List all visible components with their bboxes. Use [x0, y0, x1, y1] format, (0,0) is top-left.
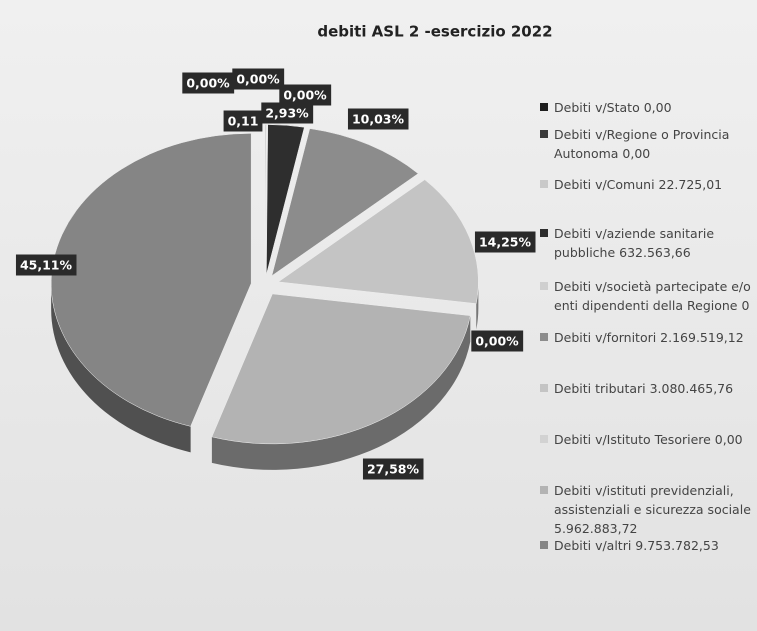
- legend-marker: [540, 333, 548, 341]
- slice: [264, 124, 267, 275]
- legend-marker: [540, 130, 548, 138]
- data-label-text: 0,00%: [236, 72, 280, 87]
- data-label: 2,93%: [261, 102, 314, 124]
- data-label-box: [15, 254, 77, 276]
- data-label-box: [474, 231, 536, 253]
- legend-label: Debiti v/fornitori 2.169.519,12: [554, 330, 744, 345]
- legend-label: Debiti v/Regione o Provincia Autonoma 0,…: [554, 127, 730, 161]
- data-label-box: [232, 68, 285, 90]
- data-label-box: [471, 330, 524, 352]
- slice: [271, 128, 419, 277]
- legend-entry: Debiti v/istituti previdenziali, assiste…: [540, 481, 757, 538]
- data-label: 10,03%: [347, 108, 409, 130]
- data-label: 0,00%: [232, 68, 285, 90]
- data-label-text: 2,93%: [265, 106, 309, 121]
- data-label-text: 10,03%: [352, 112, 405, 127]
- legend-entry: Debiti v/Stato 0,00: [540, 98, 757, 117]
- data-label: 14,25%: [474, 231, 536, 253]
- slice-side: [51, 283, 191, 453]
- data-label-box: [261, 102, 314, 124]
- chart-title: debiti ASL 2 -esercizio 2022: [317, 23, 552, 41]
- legend-marker: [540, 229, 548, 237]
- data-label: 45,11%: [15, 254, 77, 276]
- legend-entry: Debiti v/Regione o Provincia Autonoma 0,…: [540, 125, 757, 163]
- legend-entry: Debiti v/società partecipate e/o enti di…: [540, 277, 757, 315]
- legend-label: Debiti v/istituti previdenziali, assiste…: [554, 483, 751, 536]
- data-label-text: 0,00%: [283, 88, 327, 103]
- data-label: 0,00%: [182, 72, 235, 94]
- legend-label: Debiti v/società partecipate e/o enti di…: [554, 279, 751, 313]
- legend-label: Debiti v/Stato 0,00: [554, 100, 672, 115]
- data-label: 0,11: [223, 110, 263, 132]
- data-label-text: 14,25%: [479, 235, 532, 250]
- legend-entry: Debiti v/aziende sanitarie pubbliche 632…: [540, 224, 757, 262]
- legend-marker: [540, 435, 548, 443]
- data-label: 0,00%: [471, 330, 524, 352]
- data-label-text: 0,00%: [186, 76, 230, 91]
- data-label-text: 0,11: [228, 114, 259, 129]
- legend-entry: Debiti v/fornitori 2.169.519,12: [540, 328, 757, 347]
- slice: [211, 293, 471, 445]
- slice-side: [211, 315, 471, 470]
- data-label-box: [182, 72, 235, 94]
- pie-tops: [50, 124, 479, 445]
- data-label-text: 27,58%: [367, 462, 420, 477]
- legend-label: Debiti v/Istituto Tesoriere 0,00: [554, 432, 743, 447]
- legend-marker: [540, 486, 548, 494]
- slice: [277, 179, 479, 304]
- legend-entry: Debiti tributari 3.080.465,76: [540, 379, 757, 398]
- legend-marker: [540, 541, 548, 549]
- data-label: 27,58%: [362, 458, 424, 480]
- data-label-box: [347, 108, 409, 130]
- legend-marker: [540, 384, 548, 392]
- legend-marker: [540, 180, 548, 188]
- data-label: 0,00%: [279, 84, 332, 106]
- legend-label: Debiti v/altri 9.753.782,53: [554, 538, 719, 553]
- data-label-text: 45,11%: [20, 258, 73, 273]
- data-label-box: [362, 458, 424, 480]
- data-label-box: [223, 110, 263, 132]
- legend-entry: Debiti v/Istituto Tesoriere 0,00: [540, 430, 757, 449]
- legend-label: Debiti v/Comuni 22.725,01: [554, 177, 723, 192]
- legend-label: Debiti tributari 3.080.465,76: [554, 381, 734, 396]
- data-label-box: [279, 84, 332, 106]
- legend-entry: Debiti v/altri 9.753.782,53: [540, 536, 757, 555]
- slice: [266, 124, 305, 275]
- legend-marker: [540, 103, 548, 111]
- legend-entry: Debiti v/Comuni 22.725,01: [540, 175, 757, 194]
- data-label-text: 0,00%: [475, 334, 519, 349]
- legend-label: Debiti v/aziende sanitarie pubbliche 632…: [554, 226, 715, 260]
- legend-marker: [540, 282, 548, 290]
